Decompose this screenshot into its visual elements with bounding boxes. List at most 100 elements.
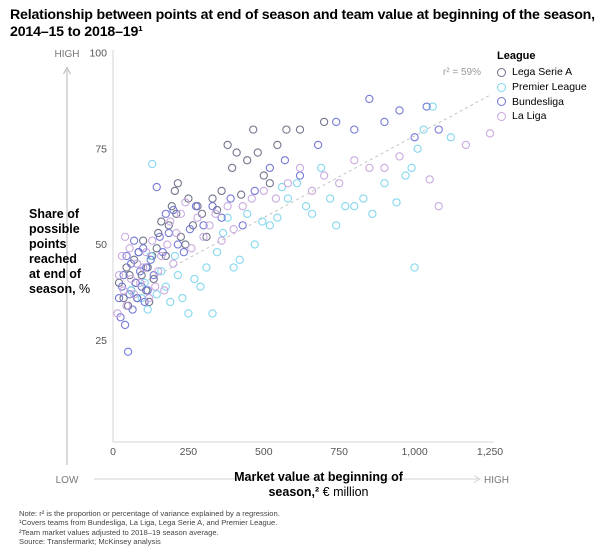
- data-point: [419, 125, 428, 134]
- y-axis-arrow: [63, 66, 71, 465]
- legend-swatch-circle: [497, 111, 506, 121]
- scatter-points: [113, 94, 495, 356]
- data-point: [350, 125, 359, 134]
- data-point: [227, 163, 237, 173]
- data-point: [184, 309, 193, 318]
- data-point: [413, 144, 422, 153]
- data-point: [173, 240, 182, 249]
- data-point: [238, 221, 247, 230]
- data-point: [434, 125, 443, 134]
- data-point: [161, 282, 170, 291]
- legend: League Lega Serie A Premier League Bunde…: [497, 50, 597, 124]
- data-point: [282, 125, 291, 134]
- data-point: [176, 232, 186, 241]
- y-tick-label: 75: [95, 143, 107, 155]
- legend-label: La Liga: [512, 110, 547, 123]
- y-tick-labels: 25 50 75 100: [89, 48, 107, 347]
- data-point: [258, 217, 267, 226]
- legend-item-la-liga: La Liga: [497, 109, 597, 124]
- x-tick-label: 500: [255, 446, 273, 458]
- data-point: [129, 290, 139, 299]
- data-point: [169, 259, 178, 268]
- data-point: [368, 209, 377, 219]
- x-axis-title: Market value at beginning of season,² € …: [226, 470, 411, 500]
- data-point: [190, 274, 199, 284]
- data-point: [265, 179, 274, 188]
- legend-item-bundesliga: Bundesliga: [497, 94, 597, 109]
- x-axis-title-text: Market value at beginning of season,²: [234, 470, 403, 499]
- data-point: [295, 125, 305, 134]
- data-point: [163, 240, 172, 249]
- data-point: [253, 148, 262, 157]
- data-point: [380, 179, 389, 188]
- data-point: [148, 159, 157, 169]
- data-point: [250, 240, 259, 249]
- source-line: Source: Transfermarkt; McKinsey analysis: [19, 537, 161, 547]
- data-point: [223, 140, 232, 150]
- data-point: [134, 248, 143, 257]
- data-point: [410, 133, 419, 142]
- data-point: [217, 213, 226, 222]
- data-point: [123, 347, 133, 356]
- data-point: [178, 293, 187, 303]
- footnote-2: ²Team market values adjusted to 2018–19 …: [19, 527, 219, 537]
- data-point: [332, 221, 341, 230]
- data-point: [410, 263, 419, 272]
- data-point: [229, 263, 238, 272]
- data-point: [120, 320, 130, 330]
- data-point: [295, 163, 305, 173]
- data-point: [265, 221, 274, 230]
- data-point: [350, 156, 359, 165]
- data-point: [350, 202, 359, 211]
- data-point: [199, 232, 208, 241]
- data-point: [122, 263, 131, 272]
- data-point: [307, 186, 317, 196]
- data-point: [326, 194, 335, 203]
- footnote-1: ¹Covers teams from Bundesliga, La Liga, …: [19, 518, 278, 528]
- data-point: [170, 186, 179, 196]
- data-point: [137, 270, 146, 280]
- data-point: [137, 282, 146, 291]
- data-point: [229, 225, 238, 234]
- data-point: [313, 140, 323, 150]
- data-point: [199, 221, 208, 230]
- r-squared-label: r² = 59%: [443, 67, 481, 78]
- data-point: [202, 232, 211, 241]
- data-point: [425, 175, 434, 184]
- data-point: [365, 163, 374, 173]
- data-point: [197, 209, 207, 219]
- data-point: [341, 202, 350, 211]
- data-point: [176, 209, 186, 219]
- data-point: [212, 248, 222, 257]
- plot-frame: [112, 50, 494, 443]
- data-point: [392, 198, 401, 207]
- data-point: [164, 228, 173, 238]
- data-point: [158, 248, 167, 257]
- data-point: [179, 248, 189, 257]
- data-point: [249, 125, 258, 134]
- data-point: [155, 232, 164, 241]
- data-point: [113, 309, 122, 318]
- x-axis-unit: € million: [319, 485, 369, 499]
- legend-item-serie-a: Lega Serie A: [497, 65, 597, 80]
- data-point: [434, 202, 443, 211]
- x-axis-high-label: HIGH: [484, 475, 509, 486]
- data-point: [187, 244, 196, 253]
- data-point: [169, 205, 178, 215]
- data-point: [119, 270, 128, 280]
- data-point: [142, 263, 151, 272]
- data-point: [142, 248, 151, 257]
- trendline: r² = 59%: [142, 67, 491, 284]
- note-r2: Note: r² is the proportion or percentage…: [19, 509, 280, 518]
- data-point: [395, 106, 404, 115]
- data-point: [223, 202, 232, 211]
- data-point: [129, 236, 139, 245]
- data-point: [380, 117, 389, 127]
- data-point: [401, 171, 410, 180]
- data-point: [273, 140, 282, 150]
- data-point: [139, 263, 148, 272]
- data-point: [208, 202, 217, 211]
- data-point: [223, 213, 232, 222]
- data-point: [154, 228, 163, 238]
- data-point: [335, 179, 344, 188]
